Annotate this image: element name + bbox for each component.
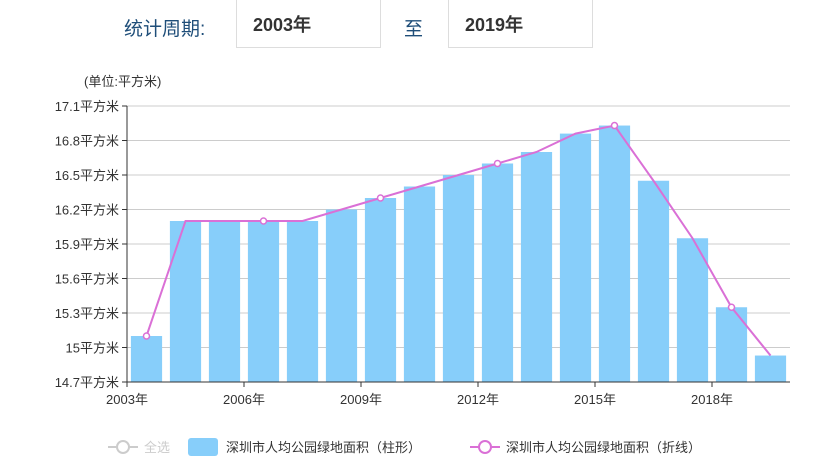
bar-swatch-icon xyxy=(188,437,218,456)
bar[interactable] xyxy=(676,238,709,382)
y-tick-label: 16.5平方米 xyxy=(55,168,119,183)
line-point[interactable] xyxy=(610,121,619,130)
bar[interactable] xyxy=(247,221,280,382)
legend-item-line[interactable]: 深圳市人均公园绿地面积（折线） xyxy=(470,437,701,456)
line-point[interactable] xyxy=(376,194,385,202)
to-label: 至 xyxy=(404,19,424,40)
x-axis xyxy=(126,106,790,387)
bar[interactable] xyxy=(715,307,748,382)
bar-series[interactable] xyxy=(130,125,787,383)
line-point[interactable] xyxy=(259,217,268,225)
bar[interactable] xyxy=(325,209,358,383)
x-tick-label: 2006年 xyxy=(223,392,265,407)
x-tick-label: 2015年 xyxy=(574,392,616,407)
select-all-icon xyxy=(108,439,138,454)
x-tick-label: 2012年 xyxy=(457,392,499,407)
end-year-select[interactable]: 2019年 xyxy=(448,0,593,48)
y-tick-label: 17.1平方米 xyxy=(55,99,119,114)
bar[interactable] xyxy=(364,198,397,382)
y-tick-label: 16.2平方米 xyxy=(55,203,119,218)
line-swatch-icon xyxy=(470,439,500,454)
y-tick-label: 15平方米 xyxy=(66,341,119,356)
bar[interactable] xyxy=(403,186,436,383)
bar[interactable] xyxy=(286,221,319,382)
line-point[interactable] xyxy=(727,303,736,311)
bar[interactable] xyxy=(520,152,553,382)
bar[interactable] xyxy=(208,221,241,382)
x-axis-labels: 2003年 2006年 2009年 2012年 2015年 2018年 xyxy=(106,392,733,407)
bar[interactable] xyxy=(169,221,202,382)
line-point[interactable] xyxy=(142,332,151,340)
y-axis-labels: 14.7平方米 15平方米 15.3平方米 15.6平方米 15.9平方米 16.2平方米… xyxy=(55,99,119,390)
bar[interactable] xyxy=(754,355,787,382)
legend: 全选 深圳市人均公园绿地面积（柱形） 深圳市人均公园绿地面积（折线） xyxy=(0,437,839,459)
green-area-chart: (单位:平方米) 14.7平方米 15平方米 15.3平方米 15.6平方米 15.9平… xyxy=(55,74,790,407)
legend-line-label: 深圳市人均公园绿地面积（折线） xyxy=(506,440,702,455)
line-series[interactable] xyxy=(142,121,772,357)
start-year-select[interactable]: 2003年 xyxy=(236,0,381,48)
bar[interactable] xyxy=(481,163,514,383)
bar[interactable] xyxy=(637,180,670,382)
period-label: 统计周期: xyxy=(124,19,206,40)
x-tick-label: 2018年 xyxy=(691,392,733,407)
x-tick-label: 2003年 xyxy=(106,392,148,407)
series-line[interactable] xyxy=(145,124,772,357)
bar[interactable] xyxy=(598,125,631,383)
unit-label: (单位:平方米) xyxy=(84,74,161,89)
x-tick-label: 2009年 xyxy=(340,392,382,407)
bar[interactable] xyxy=(130,336,163,382)
line-point[interactable] xyxy=(493,159,502,168)
legend-select-all-label: 全选 xyxy=(144,440,171,455)
bar[interactable] xyxy=(559,133,592,382)
legend-bar-label: 深圳市人均公园绿地面积（柱形） xyxy=(226,440,422,455)
bar[interactable] xyxy=(442,175,475,382)
legend-select-all[interactable]: 全选 xyxy=(108,437,170,456)
y-tick-label: 14.7平方米 xyxy=(55,375,119,390)
y-tick-label: 16.8平方米 xyxy=(55,134,119,149)
legend-item-bar[interactable]: 深圳市人均公园绿地面积（柱形） xyxy=(188,437,421,456)
y-tick-label: 15.9平方米 xyxy=(55,237,119,252)
y-tick-label: 15.6平方米 xyxy=(55,272,119,287)
y-tick-label: 15.3平方米 xyxy=(55,306,119,321)
